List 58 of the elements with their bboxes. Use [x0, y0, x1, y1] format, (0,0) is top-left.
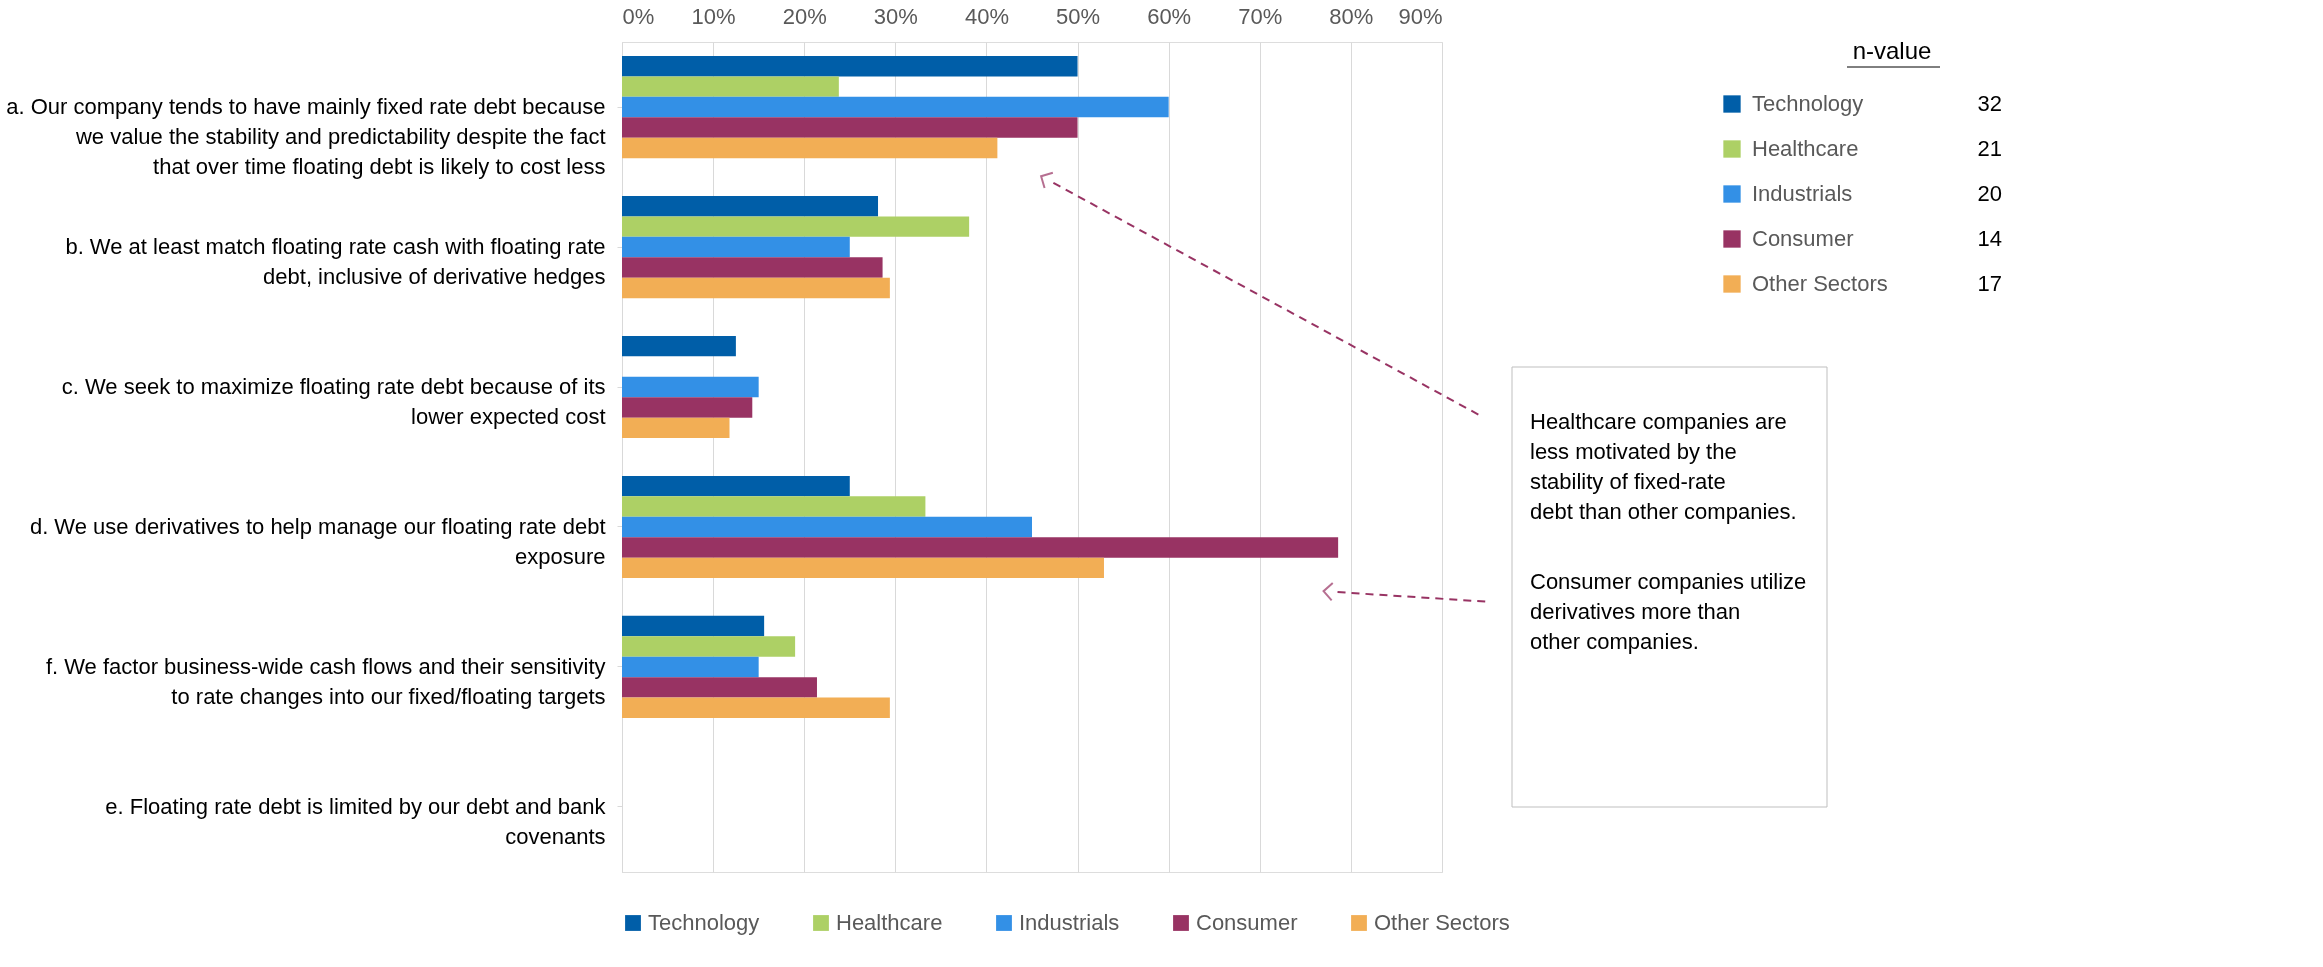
bar [622, 475, 850, 497]
text: Consumer companies utilize derivatives more than other companies. [1530, 569, 1807, 654]
legend-label: Industrials [1019, 910, 1120, 935]
legend-label: Healthcare [836, 910, 943, 935]
bar [622, 677, 817, 698]
bar [622, 216, 970, 237]
x-tick-label: 60% [1147, 3, 1192, 29]
bar [622, 96, 1169, 118]
bar [622, 557, 1104, 579]
text: Healthcare [1752, 136, 1859, 161]
text: 17 [1977, 271, 2002, 296]
bar [622, 376, 759, 398]
bar [622, 195, 879, 217]
bar [622, 656, 759, 678]
text: Other Sectors [1752, 271, 1888, 296]
text: Industrials [1752, 181, 1853, 206]
bar [622, 76, 839, 97]
text: Healthcare companies are less motivated by the stability of fixed-rate debt than other companies. [1530, 409, 1797, 524]
y-tick-label: f. We factor business-wide cash flows and their sensitivity to rate changes into our fixed/floating targets [45, 653, 606, 709]
text: 32 [1977, 91, 2002, 116]
x-tick-label: 30% [873, 3, 918, 29]
legend-label: Other Sectors [1374, 910, 1510, 935]
bar [622, 615, 765, 637]
legend-label: Technology [648, 910, 760, 935]
x-tick-label: 90% [1398, 3, 1443, 29]
text: 20 [1977, 181, 2002, 206]
y-tick-label: d. We use derivatives to help manage our floating rate debt exposure [29, 513, 606, 569]
bar [622, 697, 890, 719]
bar [622, 277, 890, 299]
bar [622, 537, 1339, 558]
text: Technology [1752, 91, 1864, 116]
bar [622, 417, 730, 439]
y-tick-label: b. We at least match floating rate cash with floating rate debt, inclusive of derivative hedges [65, 234, 606, 290]
legend-label: Consumer [1196, 910, 1298, 935]
bar [622, 335, 736, 357]
bar [622, 516, 1032, 538]
text: 21 [1977, 136, 2002, 161]
bar [622, 56, 1078, 77]
y-tick-label: a. Our company tends to have mainly fixed rate debt because we value the stability and predictability despite the fact that over time floating debt is likely to cost less [6, 94, 606, 180]
x-tick-label: 40% [964, 3, 1009, 29]
x-tick-label: 50% [1056, 3, 1101, 29]
text: 14 [1977, 226, 2002, 251]
bar [622, 496, 926, 517]
x-tick-label: 20% [782, 3, 827, 29]
y-tick-label: c. We seek to maximize floating rate debt because of its lower expected cost [61, 374, 606, 430]
bar [622, 236, 850, 258]
text: n-value [1852, 37, 1932, 64]
bar [622, 257, 883, 278]
x-tick-label: 70% [1238, 3, 1283, 29]
text: Consumer [1752, 226, 1854, 251]
bar [622, 117, 1078, 138]
x-tick-label: 80% [1329, 3, 1374, 29]
x-tick-label: 10% [691, 3, 736, 29]
y-tick-label: e. Floating rate debt is limited by our debt and bank covenants [105, 793, 607, 849]
bar [622, 137, 998, 159]
bar [622, 397, 753, 418]
bar [622, 636, 796, 657]
x-tick-label: 0% [622, 3, 655, 29]
